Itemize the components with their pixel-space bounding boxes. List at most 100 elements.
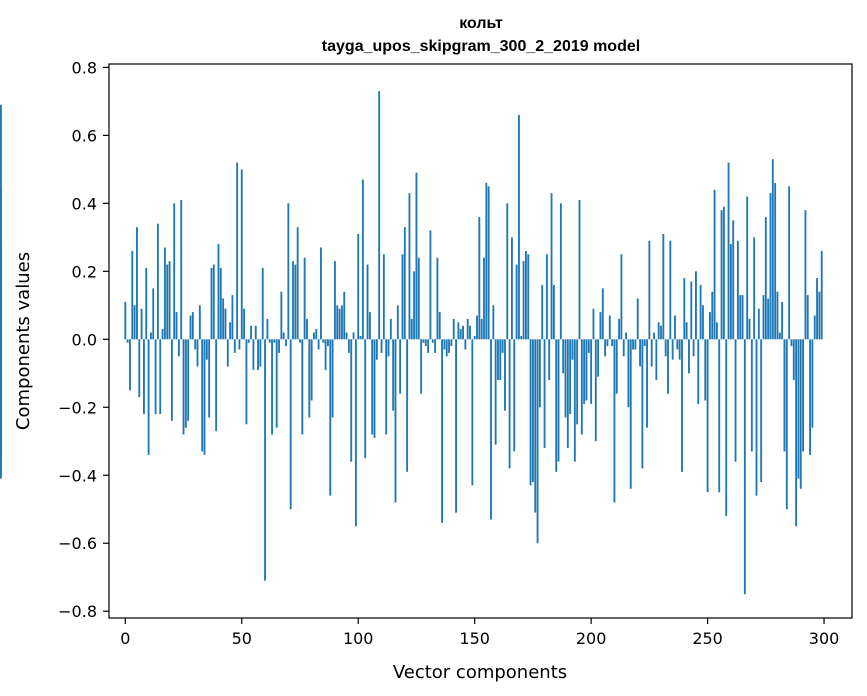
bar xyxy=(245,339,248,425)
bar xyxy=(375,339,378,360)
bar xyxy=(452,318,455,340)
bar xyxy=(266,318,269,340)
bars-group xyxy=(0,91,823,595)
bar xyxy=(124,301,127,340)
bar xyxy=(250,325,253,340)
bar xyxy=(622,339,625,357)
bar xyxy=(559,203,562,340)
bar xyxy=(695,271,697,340)
bar xyxy=(492,305,495,340)
bar xyxy=(725,339,728,517)
bar xyxy=(329,339,332,496)
bar xyxy=(401,254,404,340)
bar xyxy=(657,322,660,340)
bar xyxy=(338,308,341,340)
bar xyxy=(615,339,618,394)
bar xyxy=(147,339,150,455)
bar xyxy=(136,227,138,340)
bar xyxy=(699,284,702,340)
bar xyxy=(177,339,180,357)
bar xyxy=(385,339,388,435)
bar xyxy=(324,339,327,370)
bar xyxy=(154,339,157,415)
bar xyxy=(741,295,744,340)
bar xyxy=(180,199,183,340)
bar xyxy=(129,339,131,391)
bar xyxy=(436,257,439,340)
bar xyxy=(322,339,325,343)
bar xyxy=(287,203,290,340)
bar xyxy=(382,254,385,340)
bar xyxy=(285,339,287,347)
chart-subtitle: tayga_upos_skipgram_300_2_2019 model xyxy=(322,38,640,55)
bar xyxy=(548,339,551,381)
bar xyxy=(364,339,367,459)
x-tick-label: 100 xyxy=(343,629,374,648)
bar xyxy=(597,339,600,377)
bar xyxy=(711,291,714,340)
bar xyxy=(226,339,229,367)
bar xyxy=(275,339,278,428)
bar xyxy=(308,339,311,418)
bar xyxy=(608,315,611,340)
x-tick-label: 50 xyxy=(232,629,252,648)
bar xyxy=(587,339,590,353)
bar xyxy=(820,250,823,340)
y-tick-label: −0.6 xyxy=(58,534,97,553)
bar xyxy=(804,210,807,340)
bar xyxy=(0,104,2,340)
bar xyxy=(133,305,136,340)
bar xyxy=(264,339,266,581)
bar xyxy=(767,298,770,340)
y-axis: 0.8 0.6 0.4 0.2 0.0 −0.2 −0.4 −0.6 −0.8 xyxy=(58,58,109,621)
x-tick-label: 250 xyxy=(692,629,723,648)
bar xyxy=(569,339,572,415)
bar xyxy=(459,329,462,340)
bar xyxy=(238,339,241,350)
bar xyxy=(739,295,742,340)
bar xyxy=(606,339,609,347)
bar xyxy=(704,339,707,401)
bar xyxy=(166,264,169,340)
bar xyxy=(399,339,402,394)
bar xyxy=(618,318,621,340)
bar xyxy=(261,267,264,340)
bar xyxy=(473,335,476,340)
bar xyxy=(170,339,173,421)
bar xyxy=(764,216,767,340)
bar xyxy=(303,257,306,340)
bar xyxy=(212,264,215,340)
bar xyxy=(354,339,357,527)
bar xyxy=(562,339,565,374)
bar xyxy=(233,339,236,353)
bar xyxy=(450,339,453,347)
bar xyxy=(387,339,390,357)
bar xyxy=(627,339,630,408)
bar xyxy=(531,339,534,483)
bar xyxy=(271,339,273,435)
bar xyxy=(273,339,276,343)
bar xyxy=(604,339,607,357)
bar xyxy=(205,339,208,360)
bar xyxy=(415,172,418,340)
bar xyxy=(406,339,409,472)
bar xyxy=(187,339,190,421)
bar xyxy=(443,339,446,350)
bar xyxy=(727,162,730,340)
y-tick-label: −0.4 xyxy=(58,466,97,485)
bar xyxy=(636,298,639,340)
bar xyxy=(494,339,497,445)
bar xyxy=(613,339,616,503)
bar xyxy=(175,312,178,340)
bar xyxy=(646,339,648,428)
bar xyxy=(706,339,709,493)
bar xyxy=(769,193,772,340)
bar xyxy=(222,298,225,340)
bar xyxy=(156,223,159,340)
bar xyxy=(352,332,355,340)
bar xyxy=(669,240,672,340)
bar xyxy=(774,182,777,340)
bar xyxy=(676,339,679,350)
bar xyxy=(296,227,299,340)
bar xyxy=(224,308,227,340)
